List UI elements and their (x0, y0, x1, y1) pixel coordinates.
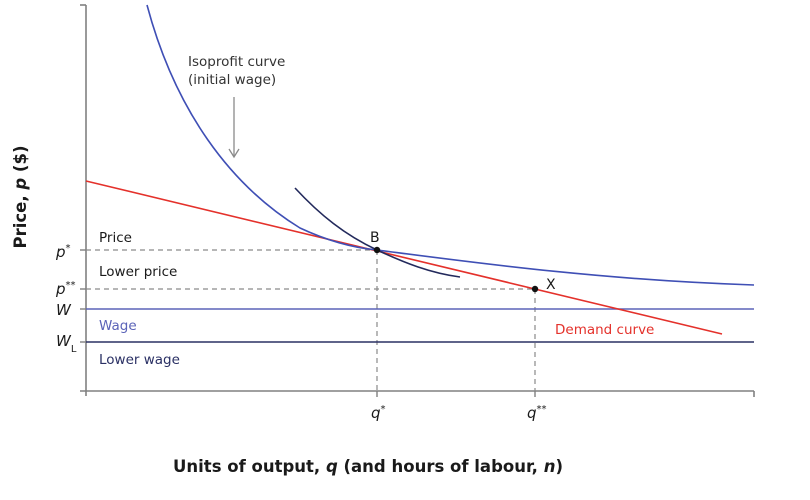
wage-region-label: Wage (99, 318, 137, 334)
y-tick-wl: WL (56, 332, 77, 355)
isoprofit-arrow-head (228, 148, 240, 159)
point-b-label: B (370, 230, 380, 246)
y-tick-w: W (56, 301, 72, 319)
isoprofit-curve-initial (146, 4, 755, 286)
point-x-label: X (546, 277, 556, 293)
x-tick-q-star: q* (371, 404, 386, 422)
lower-wage-region-label: Lower wage (99, 352, 180, 368)
y-axis-title: Price, p ($) (11, 146, 30, 249)
x-tick-q-dstar: q** (527, 404, 547, 422)
x-axis-title: Units of output, q (and hours of labour,… (173, 457, 563, 476)
isoprofit-label-line2: (initial wage) (188, 72, 276, 88)
price-region-label: Price (99, 230, 132, 246)
lower-price-region-label: Lower price (99, 264, 177, 280)
y-tick-p-star: p* (55, 243, 71, 261)
isoprofit-label-line1: Isoprofit curve (188, 54, 285, 70)
y-tick-p-dstar: p** (55, 280, 76, 298)
demand-curve-label: Demand curve (555, 322, 654, 338)
demand-curve (85, 180, 723, 335)
point-b-marker (373, 246, 381, 254)
point-x-marker (531, 285, 539, 293)
